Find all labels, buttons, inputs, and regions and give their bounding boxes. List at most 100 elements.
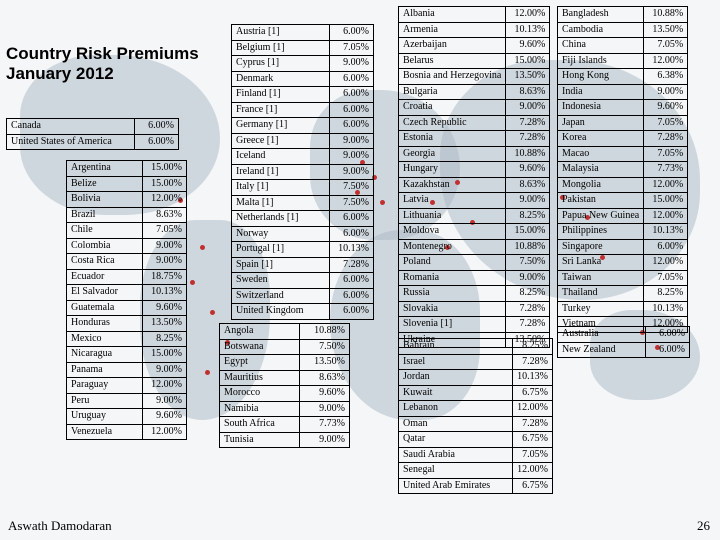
table-row: Hong Kong6.38% (558, 69, 688, 85)
premium-cell: 10.13% (330, 242, 374, 258)
country-cell: Hong Kong (558, 69, 644, 85)
country-cell: Philippines (558, 224, 644, 240)
premium-cell: 13.50% (644, 22, 688, 38)
country-cell: Saudi Arabia (399, 447, 513, 463)
country-cell: Slovenia [1] (399, 317, 506, 333)
premium-cell: 7.05% (644, 270, 688, 286)
table-row: Saudi Arabia7.05% (399, 447, 553, 463)
premium-cell: 8.25% (506, 286, 550, 302)
premium-cell: 9.60% (644, 100, 688, 116)
premium-cell: 7.28% (506, 115, 550, 131)
table-row: Panama9.00% (67, 362, 187, 378)
table-row: Mauritius8.63% (220, 370, 350, 386)
table-row: El Salvador10.13% (67, 285, 187, 301)
country-cell: Bangladesh (558, 7, 644, 23)
table-row: New Zealand6.00% (558, 342, 690, 358)
premium-cell: 15.00% (143, 347, 187, 363)
premium-cell: 9.00% (300, 432, 350, 448)
premium-cell: 6.00% (330, 211, 374, 227)
table-row: Lebanon12.00% (399, 401, 553, 417)
country-cell: Austria [1] (232, 25, 330, 41)
table-row: Nicaragua15.00% (67, 347, 187, 363)
table-row: Turkey10.13% (558, 301, 688, 317)
table-row: Angola10.88% (220, 324, 350, 340)
premium-cell: 7.50% (300, 339, 350, 355)
table-row: Moldova15.00% (399, 224, 550, 240)
country-cell: Portugal [1] (232, 242, 330, 258)
table-oce: Australia6.00%New Zealand6.00% (557, 326, 690, 358)
country-cell: Venezuela (67, 424, 143, 440)
table-row: Papua New Guinea12.00% (558, 208, 688, 224)
premium-cell: 6.00% (330, 71, 374, 87)
table-row: Albania12.00% (399, 7, 550, 23)
table-row: Singapore6.00% (558, 239, 688, 255)
table-row: Slovenia [1]7.28% (399, 317, 550, 333)
country-cell: Croatia (399, 100, 506, 116)
table-sa: Argentina15.00%Belize15.00%Bolivia12.00%… (66, 160, 187, 440)
country-cell: Albania (399, 7, 506, 23)
premium-cell: 7.73% (300, 417, 350, 433)
country-cell: Panama (67, 362, 143, 378)
country-cell: Bulgaria (399, 84, 506, 100)
table-me: Bahrain8.25%Israel7.28%Jordan10.13%Kuwai… (398, 338, 553, 494)
table-row: Argentina15.00% (67, 161, 187, 177)
title-line-1: Country Risk Premiums (6, 44, 199, 63)
country-cell: China (558, 38, 644, 54)
country-cell: Bahrain (399, 339, 513, 355)
country-cell: Ireland [1] (232, 164, 330, 180)
table-row: Qatar6.75% (399, 432, 553, 448)
table-row: Korea7.28% (558, 131, 688, 147)
country-cell: Qatar (399, 432, 513, 448)
country-cell: Georgia (399, 146, 506, 162)
premium-cell: 10.88% (644, 7, 688, 23)
premium-cell: 9.00% (143, 254, 187, 270)
premium-cell: 12.00% (644, 53, 688, 69)
premium-cell: 9.60% (143, 409, 187, 425)
country-cell: Malaysia (558, 162, 644, 178)
premium-cell: 8.25% (644, 286, 688, 302)
premium-cell: 9.00% (506, 100, 550, 116)
table-row: Bangladesh10.88% (558, 7, 688, 23)
country-cell: Uruguay (67, 409, 143, 425)
table-row: Sweden6.00% (232, 273, 374, 289)
country-cell: Colombia (67, 238, 143, 254)
table-row: Kuwait6.75% (399, 385, 553, 401)
country-cell: Indonesia (558, 100, 644, 116)
country-cell: Mauritius (220, 370, 300, 386)
premium-cell: 8.25% (143, 331, 187, 347)
premium-cell: 9.00% (506, 193, 550, 209)
premium-cell: 10.88% (506, 146, 550, 162)
map-marker-dot (200, 245, 205, 250)
country-cell: Paraguay (67, 378, 143, 394)
table-row: Hungary9.60% (399, 162, 550, 178)
table-row: Canada6.00% (7, 119, 179, 135)
premium-cell: 7.05% (330, 40, 374, 56)
country-cell: Chile (67, 223, 143, 239)
table-row: Cambodia13.50% (558, 22, 688, 38)
table-row: Israel7.28% (399, 354, 553, 370)
country-cell: United Kingdom (232, 304, 330, 320)
table-row: Guatemala9.60% (67, 300, 187, 316)
country-cell: El Salvador (67, 285, 143, 301)
premium-cell: 9.00% (330, 164, 374, 180)
table-row: Oman7.28% (399, 416, 553, 432)
table-row: Slovakia7.28% (399, 301, 550, 317)
premium-cell: 8.63% (143, 207, 187, 223)
premium-cell: 12.00% (506, 7, 550, 23)
premium-cell: 9.60% (506, 38, 550, 54)
premium-cell: 6.75% (513, 432, 553, 448)
table-row: Portugal [1]10.13% (232, 242, 374, 258)
premium-cell: 6.00% (646, 342, 690, 358)
premium-cell: 12.00% (143, 192, 187, 208)
footer-author: Aswath Damodaran (8, 518, 112, 534)
table-row: Brazil8.63% (67, 207, 187, 223)
premium-cell: 18.75% (143, 269, 187, 285)
country-cell: Mexico (67, 331, 143, 347)
table-row: United Kingdom6.00% (232, 304, 374, 320)
country-cell: Angola (220, 324, 300, 340)
premium-cell: 7.28% (506, 301, 550, 317)
country-cell: New Zealand (558, 342, 646, 358)
table-row: Indonesia9.60% (558, 100, 688, 116)
table-row: Spain [1]7.28% (232, 257, 374, 273)
country-cell: Sri Lanka (558, 255, 644, 271)
